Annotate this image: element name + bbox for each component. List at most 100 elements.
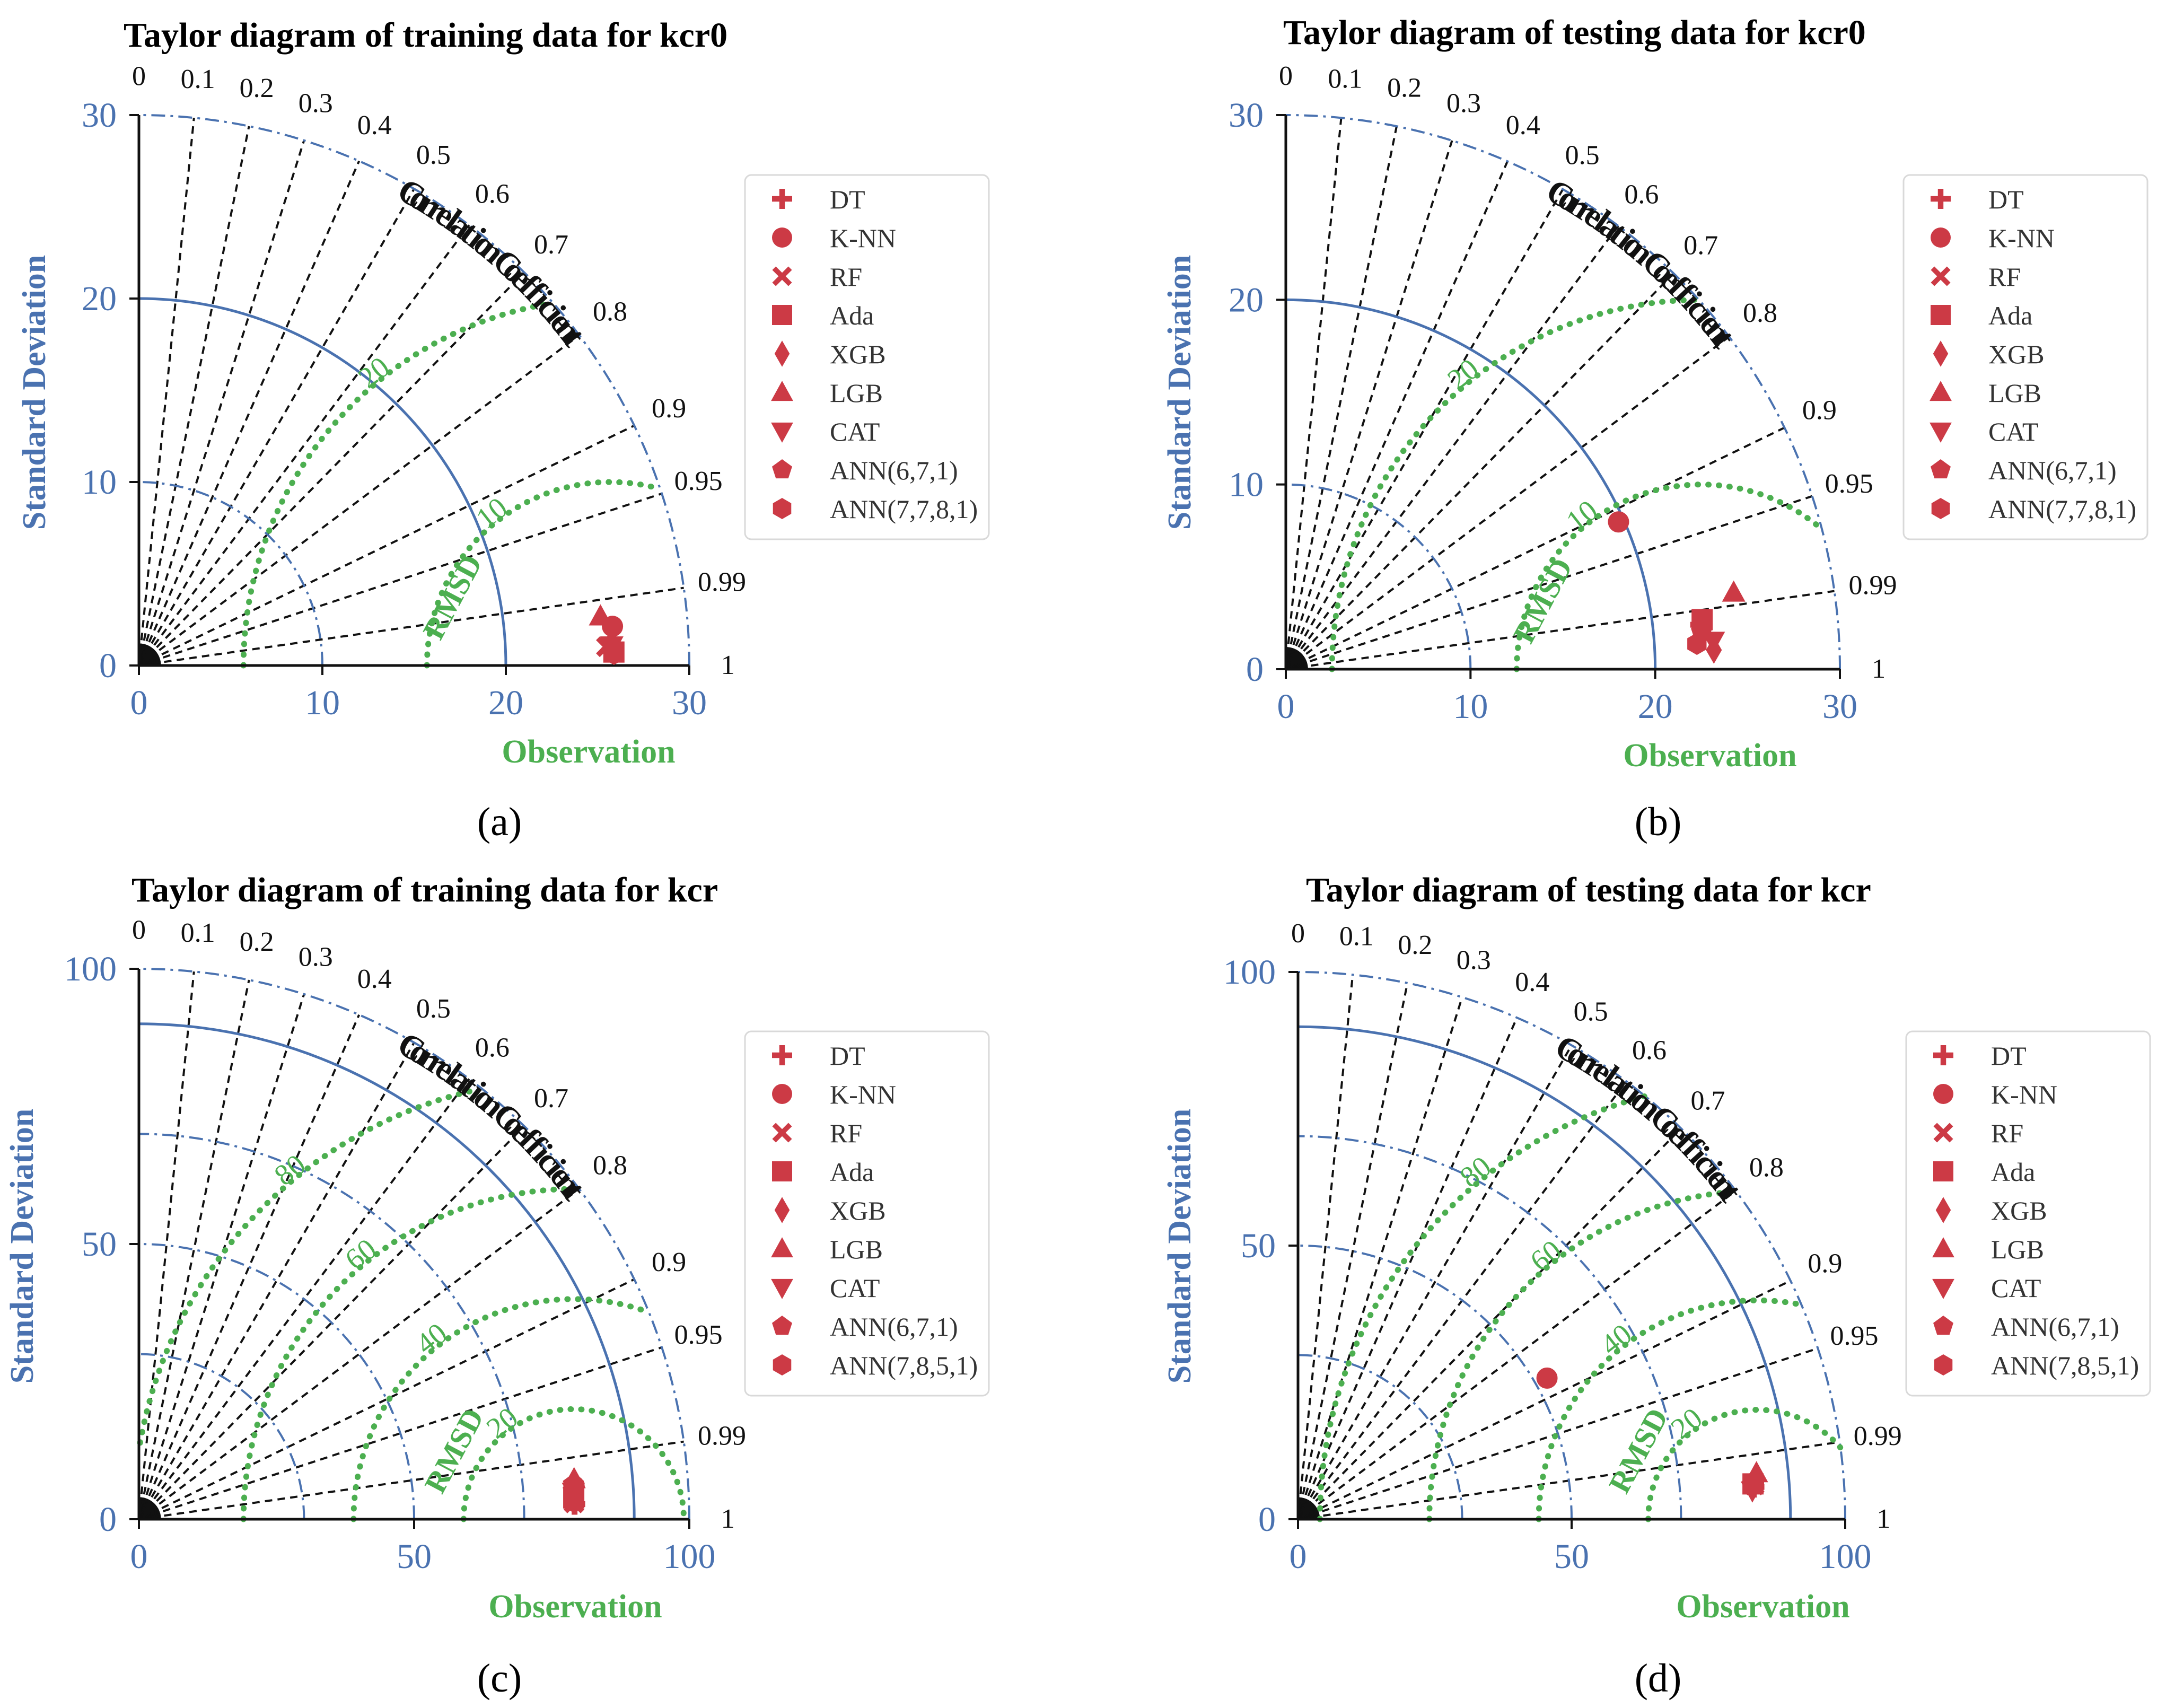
x-tick-label: 0	[130, 1537, 148, 1576]
corr-tick-label: 0.1	[181, 64, 215, 94]
corr-line-9	[1297, 1280, 1791, 1520]
corr-tick-label: 0.95	[1830, 1321, 1879, 1351]
rmsd-arc-0	[424, 479, 661, 669]
corr-tick-label: 0.8	[593, 297, 627, 327]
legend-label: RF	[1988, 262, 2021, 292]
x-icon	[1933, 1123, 1953, 1143]
legend: DT K-NN RF Ada XGB LGB CAT ANN(6,7,1) ANN(7,8,5,…	[1905, 1030, 2151, 1397]
corr-line-2	[138, 126, 250, 666]
x-axis-label: Observation	[1676, 1589, 1849, 1625]
legend-box	[1905, 1030, 2151, 1397]
corr-tick-label: 0.6	[475, 179, 510, 209]
rmsd-label-1: 20	[352, 351, 396, 395]
corr-line-3	[1285, 140, 1453, 670]
corr-tick-label: 0	[1291, 918, 1305, 949]
rmsd-arc-2	[240, 1186, 577, 1522]
corr-line-5	[138, 188, 415, 667]
legend-label: K-NN	[830, 1080, 896, 1109]
pentagon-icon	[1931, 459, 1951, 479]
triangle-up-icon	[771, 1237, 793, 1258]
corr-line-1	[138, 118, 195, 666]
y-tick-label: 50	[82, 1225, 117, 1264]
legend-label: Ada	[1991, 1157, 2035, 1187]
diamond-icon	[1933, 340, 1949, 367]
y-tick-label: 0	[1258, 1500, 1276, 1539]
reference-std-arc	[138, 297, 507, 666]
rmsd-title: RMSD	[416, 549, 489, 645]
data-point-circle	[1536, 1367, 1558, 1389]
corr-tick-label: 0.99	[1848, 570, 1897, 600]
corr-tick-label: 1	[1876, 1504, 1890, 1534]
corr-tick-label: 0.4	[1506, 110, 1540, 141]
chart-title: Taylor diagram of training data for kcr0	[124, 16, 727, 55]
corr-tick-label: 0.9	[652, 1247, 686, 1277]
y-tick-label: 20	[82, 279, 117, 318]
corr-line-9	[1285, 426, 1785, 670]
taylor-panel-1: Taylor diagram of training data for kcr0…	[16, 16, 990, 844]
x-tick-label: 0	[1290, 1537, 1307, 1576]
rmsd-arc-1	[1329, 296, 1698, 672]
legend-label: CAT	[1988, 417, 2038, 446]
corr-tick-label: 0.9	[1802, 396, 1837, 426]
data-point-hexagon	[604, 643, 624, 665]
legend-label: XGB	[830, 1196, 886, 1225]
x-tick-label: 20	[488, 684, 523, 722]
legend-label: ANN(7,7,8,1)	[830, 494, 978, 524]
circle-icon	[772, 227, 792, 248]
corr-tick-label: 0.99	[1854, 1421, 1902, 1451]
legend-label: Ada	[830, 1157, 874, 1187]
corr-tick-label: 0.8	[1743, 298, 1777, 328]
corr-tick-label: 0.6	[1632, 1036, 1667, 1066]
corr-tick-label: 0.5	[416, 994, 451, 1024]
legend-label: XGB	[830, 339, 886, 369]
corr-line-1	[1297, 974, 1354, 1520]
std-arc-0	[1285, 483, 1472, 670]
corr-line-2	[1285, 126, 1398, 670]
rmsd-label-2: 60	[339, 1232, 382, 1276]
triangle-down-icon	[1930, 422, 1952, 443]
rmsd-arc-2	[1426, 1188, 1738, 1522]
diamond-icon	[774, 340, 790, 367]
reference-std-arc	[1297, 1025, 1792, 1520]
rmsd-title: RMSD	[1506, 553, 1580, 649]
rmsd-arc-3	[1317, 1093, 1647, 1522]
y-tick-label: 50	[1241, 1227, 1276, 1265]
x-tick-label: 30	[672, 684, 707, 722]
legend-box	[1902, 174, 2149, 540]
corr-line-11	[1285, 590, 1835, 670]
x-tick-label: 0	[1277, 687, 1295, 726]
data-point-hexagon	[1744, 1470, 1765, 1493]
corr-line-8	[1297, 1190, 1737, 1520]
diamond-icon	[774, 1197, 790, 1223]
plus-icon	[1933, 1045, 1953, 1065]
corr-tick-label: 0.7	[1683, 230, 1718, 260]
legend-label: ANN(7,8,5,1)	[1991, 1351, 2139, 1380]
corr-tick-label: 0.2	[240, 73, 274, 103]
x-tick-label: 50	[397, 1537, 432, 1576]
corr-tick-label: 0.99	[698, 567, 746, 597]
data-point-circle	[1608, 511, 1629, 533]
corr-line-7	[138, 1125, 525, 1520]
corr-line-1	[138, 971, 195, 1520]
y-tick-label: 0	[99, 1500, 117, 1539]
legend-label: XGB	[1988, 339, 2045, 369]
corr-tick-label: 0.99	[698, 1421, 746, 1451]
circle-icon	[1931, 227, 1951, 248]
legend-label: LGB	[830, 378, 883, 408]
rmsd-arc-1	[1536, 1297, 1803, 1522]
x-tick-label: 100	[1819, 1537, 1872, 1576]
chart-title: Taylor diagram of testing data for kcr	[1306, 871, 1871, 909]
rmsd-label-3: 80	[268, 1148, 312, 1192]
corr-tick-label: 0.8	[593, 1151, 627, 1181]
corr-line-10	[138, 1346, 662, 1520]
corr-tick-label: 0.2	[240, 927, 274, 957]
x-axis-label: Observation	[1623, 738, 1796, 774]
legend-label: CAT	[1991, 1273, 2041, 1303]
corr-tick-label: 0.1	[1328, 64, 1362, 94]
taylor-panel-3: Taylor diagram of training data for kcr2…	[4, 871, 990, 1701]
square-icon	[772, 305, 792, 325]
chart-title: Taylor diagram of testing data for kcr0	[1283, 13, 1866, 52]
rmsd-title: RMSD	[418, 1403, 491, 1499]
y-tick-label: 20	[1229, 281, 1264, 319]
triangle-down-icon	[771, 1278, 793, 1299]
